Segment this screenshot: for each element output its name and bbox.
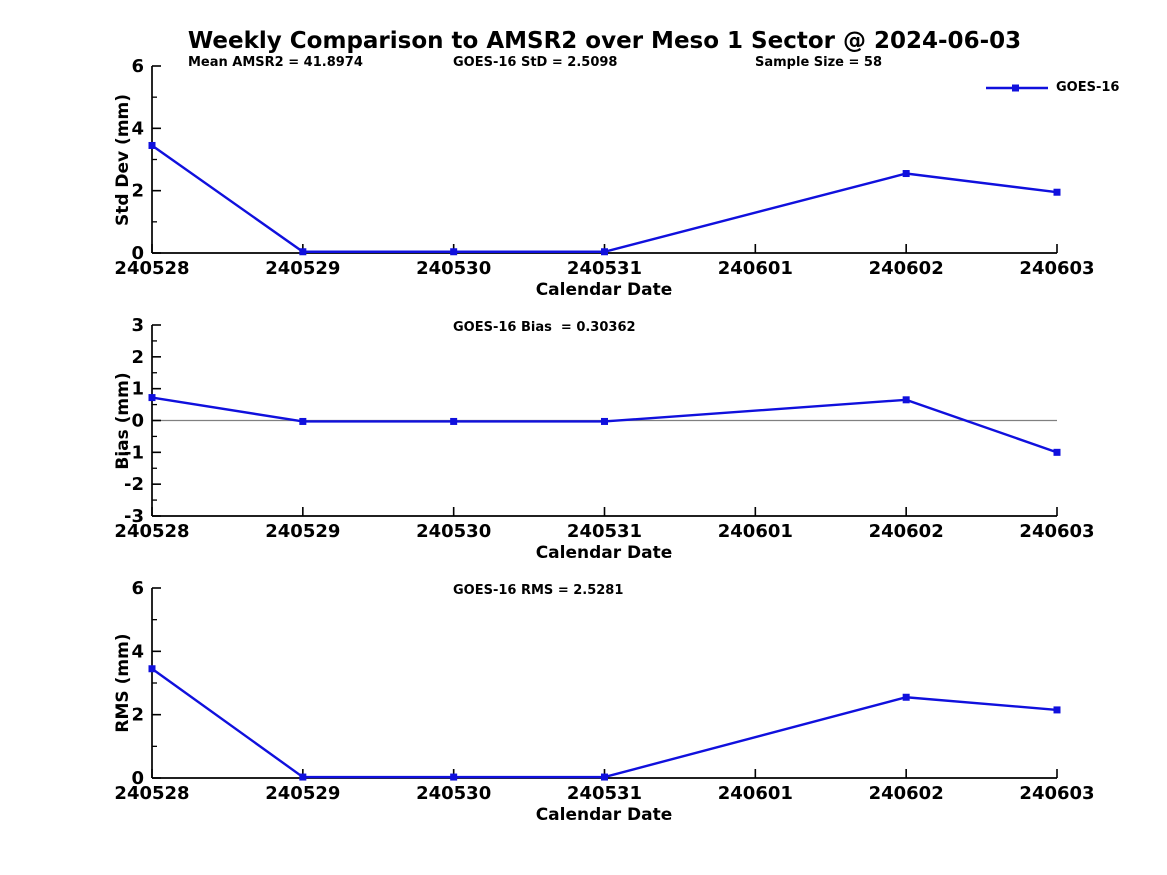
- x-tick-label: 240531: [567, 521, 642, 542]
- data-point-marker: [299, 773, 307, 781]
- x-tick-label: 240530: [416, 521, 491, 542]
- y-tick-label: 4: [131, 641, 144, 662]
- data-point-marker: [299, 417, 307, 425]
- y-tick-label: -3: [124, 506, 144, 527]
- annotation-goes16-std: GOES-16 StD = 2.5098: [453, 55, 618, 70]
- legend: GOES-16: [985, 80, 1119, 95]
- x-tick-label: 240603: [1019, 521, 1094, 542]
- annotation-goes16-bias: GOES-16 Bias = 0.30362: [453, 320, 636, 335]
- x-tick-label: 240528: [114, 258, 189, 279]
- x-tick-label: 240601: [718, 521, 793, 542]
- series-line: [151, 667, 1058, 779]
- x-tick-label: 240603: [1019, 258, 1094, 279]
- x-tick-label: 240530: [416, 258, 491, 279]
- data-point-marker: [148, 665, 156, 673]
- x-tick-label: 240602: [869, 783, 944, 804]
- legend-line-marker-icon: [986, 84, 1048, 91]
- y-tick-label: 6: [131, 578, 144, 599]
- x-tick-label: 240531: [567, 783, 642, 804]
- data-point-marker: [902, 396, 910, 404]
- data-point-marker: [1053, 706, 1061, 714]
- x-tick-label: 240531: [567, 258, 642, 279]
- data-point-marker: [450, 773, 458, 781]
- x-tick-label: 240601: [718, 783, 793, 804]
- data-point-marker: [601, 248, 608, 256]
- x-tick-label: 240603: [1019, 783, 1094, 804]
- data-point-marker: [902, 170, 910, 178]
- x-tick-label: 240529: [265, 258, 340, 279]
- series-line: [151, 396, 1058, 454]
- y-tick-label: -1: [124, 442, 144, 463]
- y-tick-label: 2: [131, 705, 144, 726]
- y-tick-label: 3: [131, 315, 144, 336]
- y-axis-label-std-dev: Std Dev (mm): [113, 94, 133, 226]
- data-point-marker: [1053, 188, 1061, 196]
- annotation-mean-amsr2: Mean AMSR2 = 41.8974: [188, 55, 363, 70]
- annotation-sample-size: Sample Size = 58: [755, 55, 883, 70]
- y-tick-label: 1: [131, 379, 144, 400]
- x-tick-label: 240601: [718, 258, 793, 279]
- x-tick-label: 240602: [869, 521, 944, 542]
- y-tick-label: 2: [131, 181, 144, 202]
- y-tick-label: 0: [131, 243, 144, 264]
- data-point-marker: [299, 248, 307, 256]
- x-tick-label: 240528: [114, 783, 189, 804]
- data-point-marker: [902, 693, 910, 701]
- x-tick-label: 240529: [265, 783, 340, 804]
- data-point-marker: [450, 417, 458, 425]
- annotation-goes16-rms: GOES-16 RMS = 2.5281: [453, 583, 624, 598]
- y-tick-label: -2: [124, 474, 144, 495]
- x-tick-label: 240530: [416, 783, 491, 804]
- x-axis-label-calendar-date: Calendar Date: [536, 805, 673, 825]
- x-tick-label: 240528: [114, 521, 189, 542]
- data-point-marker: [450, 248, 458, 256]
- x-tick-label: 240602: [869, 258, 944, 279]
- y-axis-label-bias: Bias (mm): [113, 372, 133, 469]
- data-point-marker: [1053, 448, 1061, 456]
- legend-label: GOES-16: [1056, 80, 1120, 95]
- page-title: Weekly Comparison to AMSR2 over Meso 1 S…: [187, 28, 1022, 54]
- series-line: [151, 144, 1058, 253]
- data-point-marker: [601, 773, 608, 781]
- x-tick-label: 240529: [265, 521, 340, 542]
- data-point-marker: [148, 141, 156, 149]
- y-tick-label: 4: [131, 118, 144, 139]
- x-axis-label-calendar-date: Calendar Date: [536, 280, 673, 300]
- x-axis-label-calendar-date: Calendar Date: [536, 543, 673, 563]
- data-point-marker: [601, 417, 608, 425]
- y-axis-label-rms: RMS (mm): [113, 633, 133, 732]
- y-tick-label: 0: [131, 768, 144, 789]
- y-tick-label: 0: [131, 411, 144, 432]
- y-tick-label: 6: [131, 56, 144, 77]
- y-tick-label: 2: [131, 347, 144, 368]
- data-point-marker: [148, 394, 156, 402]
